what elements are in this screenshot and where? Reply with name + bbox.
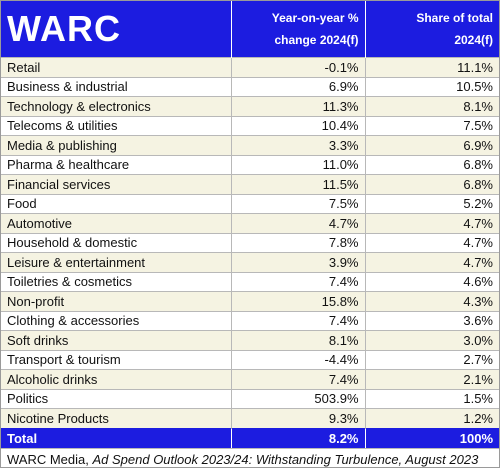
yoy-change-cell: 7.8% — [231, 232, 366, 253]
table-row: Pharma & healthcare 11.0% 6.8% — [1, 154, 499, 175]
yoy-change-cell: 3.3% — [231, 135, 366, 155]
category-cell: Financial services — [1, 174, 232, 194]
category-cell: Transport & tourism — [1, 349, 232, 370]
table-row: Technology & electronics 11.3% 8.1% — [1, 96, 499, 116]
category-cell: Business & industrial — [1, 76, 232, 97]
category-cell: Non-profit — [1, 291, 232, 311]
yoy-change-cell: 11.5% — [231, 174, 366, 194]
category-cell: Clothing & accessories — [1, 310, 232, 331]
yoy-change-cell: 7.5% — [231, 193, 366, 214]
table-row: Toiletries & cosmetics 7.4% 4.6% — [1, 271, 499, 292]
table-row: Transport & tourism -4.4% 2.7% — [1, 349, 499, 370]
category-cell: Pharma & healthcare — [1, 154, 232, 175]
category-cell: Media & publishing — [1, 135, 232, 155]
table-row: Household & domestic 7.8% 4.7% — [1, 232, 499, 253]
share-of-total-cell: 4.7% — [365, 213, 499, 233]
share-of-total-cell: 11.1% — [365, 57, 499, 77]
yoy-change-cell: 8.1% — [231, 330, 366, 350]
table-row: Non-profit 15.8% 4.3% — [1, 291, 499, 311]
yoy-change-header: Year-on-year % change 2024(f) — [231, 1, 366, 58]
share-of-total-cell: 8.1% — [365, 96, 499, 116]
table-row: Financial services 11.5% 6.8% — [1, 174, 499, 194]
yoy-change-cell: 9.3% — [231, 408, 366, 428]
ad-spend-table: WARC Year-on-year % change 2024(f) Share… — [1, 1, 499, 448]
table-row: Soft drinks 8.1% 3.0% — [1, 330, 499, 350]
yoy-change-cell: 7.4% — [231, 369, 366, 389]
table-row: Telecoms & utilities 10.4% 7.5% — [1, 115, 499, 136]
share-of-total-cell: 6.8% — [365, 174, 499, 194]
yoy-change-cell: -4.4% — [231, 349, 366, 370]
category-cell: Leisure & entertainment — [1, 252, 232, 272]
share-header-line1: Share of total — [416, 11, 493, 25]
yoy-change-cell: 10.4% — [231, 115, 366, 136]
yoy-change-cell: 7.4% — [231, 310, 366, 331]
yoy-header-line1: Year-on-year % — [271, 11, 359, 25]
source-prefix: WARC Media, — [7, 451, 93, 467]
category-cell: Telecoms & utilities — [1, 115, 232, 136]
table-row: Retail -0.1% 11.1% — [1, 57, 499, 77]
total-label: Total — [1, 427, 232, 448]
category-cell: Automotive — [1, 213, 232, 233]
share-of-total-cell: 10.5% — [365, 76, 499, 97]
yoy-change-cell: 11.3% — [231, 96, 366, 116]
share-of-total-cell: 1.2% — [365, 408, 499, 428]
category-cell: Toiletries & cosmetics — [1, 271, 232, 292]
total-row: Total 8.2% 100% — [1, 427, 499, 448]
table-row: Media & publishing 3.3% 6.9% — [1, 135, 499, 155]
table-row: Nicotine Products 9.3% 1.2% — [1, 408, 499, 428]
category-cell: Technology & electronics — [1, 96, 232, 116]
warc-logo: WARC — [1, 1, 232, 58]
share-of-total-cell: 4.7% — [365, 232, 499, 253]
table-row: Automotive 4.7% 4.7% — [1, 213, 499, 233]
share-of-total-header: Share of total 2024(f) — [365, 1, 499, 58]
share-of-total-cell: 4.6% — [365, 271, 499, 292]
category-cell: Nicotine Products — [1, 408, 232, 428]
category-cell: Alcoholic drinks — [1, 369, 232, 389]
table-row: Leisure & entertainment 3.9% 4.7% — [1, 252, 499, 272]
share-of-total-cell: 3.0% — [365, 330, 499, 350]
yoy-header-line2: change 2024(f) — [274, 33, 359, 47]
category-cell: Household & domestic — [1, 232, 232, 253]
share-of-total-cell: 4.7% — [365, 252, 499, 272]
share-of-total-cell: 2.1% — [365, 369, 499, 389]
source-note: WARC Media, Ad Spend Outlook 2023/24: Wi… — [1, 447, 499, 471]
source-title: Ad Spend Outlook 2023/24: Withstanding T… — [92, 451, 479, 467]
category-cell: Soft drinks — [1, 330, 232, 350]
yoy-change-cell: -0.1% — [231, 57, 366, 77]
share-of-total-cell: 6.9% — [365, 135, 499, 155]
share-of-total-cell: 4.3% — [365, 291, 499, 311]
share-of-total-cell: 5.2% — [365, 193, 499, 214]
category-cell: Politics — [1, 388, 232, 409]
yoy-change-cell: 7.4% — [231, 271, 366, 292]
category-cell: Retail — [1, 57, 232, 77]
table-row: Alcoholic drinks 7.4% 2.1% — [1, 369, 499, 389]
table-row: Food 7.5% 5.2% — [1, 193, 499, 214]
share-header-line2: 2024(f) — [454, 33, 493, 47]
total-share: 100% — [365, 427, 499, 448]
yoy-change-cell: 11.0% — [231, 154, 366, 175]
yoy-change-cell: 15.8% — [231, 291, 366, 311]
yoy-change-cell: 503.9% — [231, 388, 366, 409]
share-of-total-cell: 2.7% — [365, 349, 499, 370]
total-yoy: 8.2% — [231, 427, 366, 448]
table-row: Clothing & accessories 7.4% 3.6% — [1, 310, 499, 331]
category-cell: Food — [1, 193, 232, 214]
share-of-total-cell: 6.8% — [365, 154, 499, 175]
yoy-change-cell: 6.9% — [231, 76, 366, 97]
table-row: Business & industrial 6.9% 10.5% — [1, 76, 499, 97]
share-of-total-cell: 7.5% — [365, 115, 499, 136]
share-of-total-cell: 3.6% — [365, 310, 499, 331]
yoy-change-cell: 4.7% — [231, 213, 366, 233]
yoy-change-cell: 3.9% — [231, 252, 366, 272]
share-of-total-cell: 1.5% — [365, 388, 499, 409]
header-row: WARC Year-on-year % change 2024(f) Share… — [1, 1, 499, 58]
table-row: Politics 503.9% 1.5% — [1, 388, 499, 409]
